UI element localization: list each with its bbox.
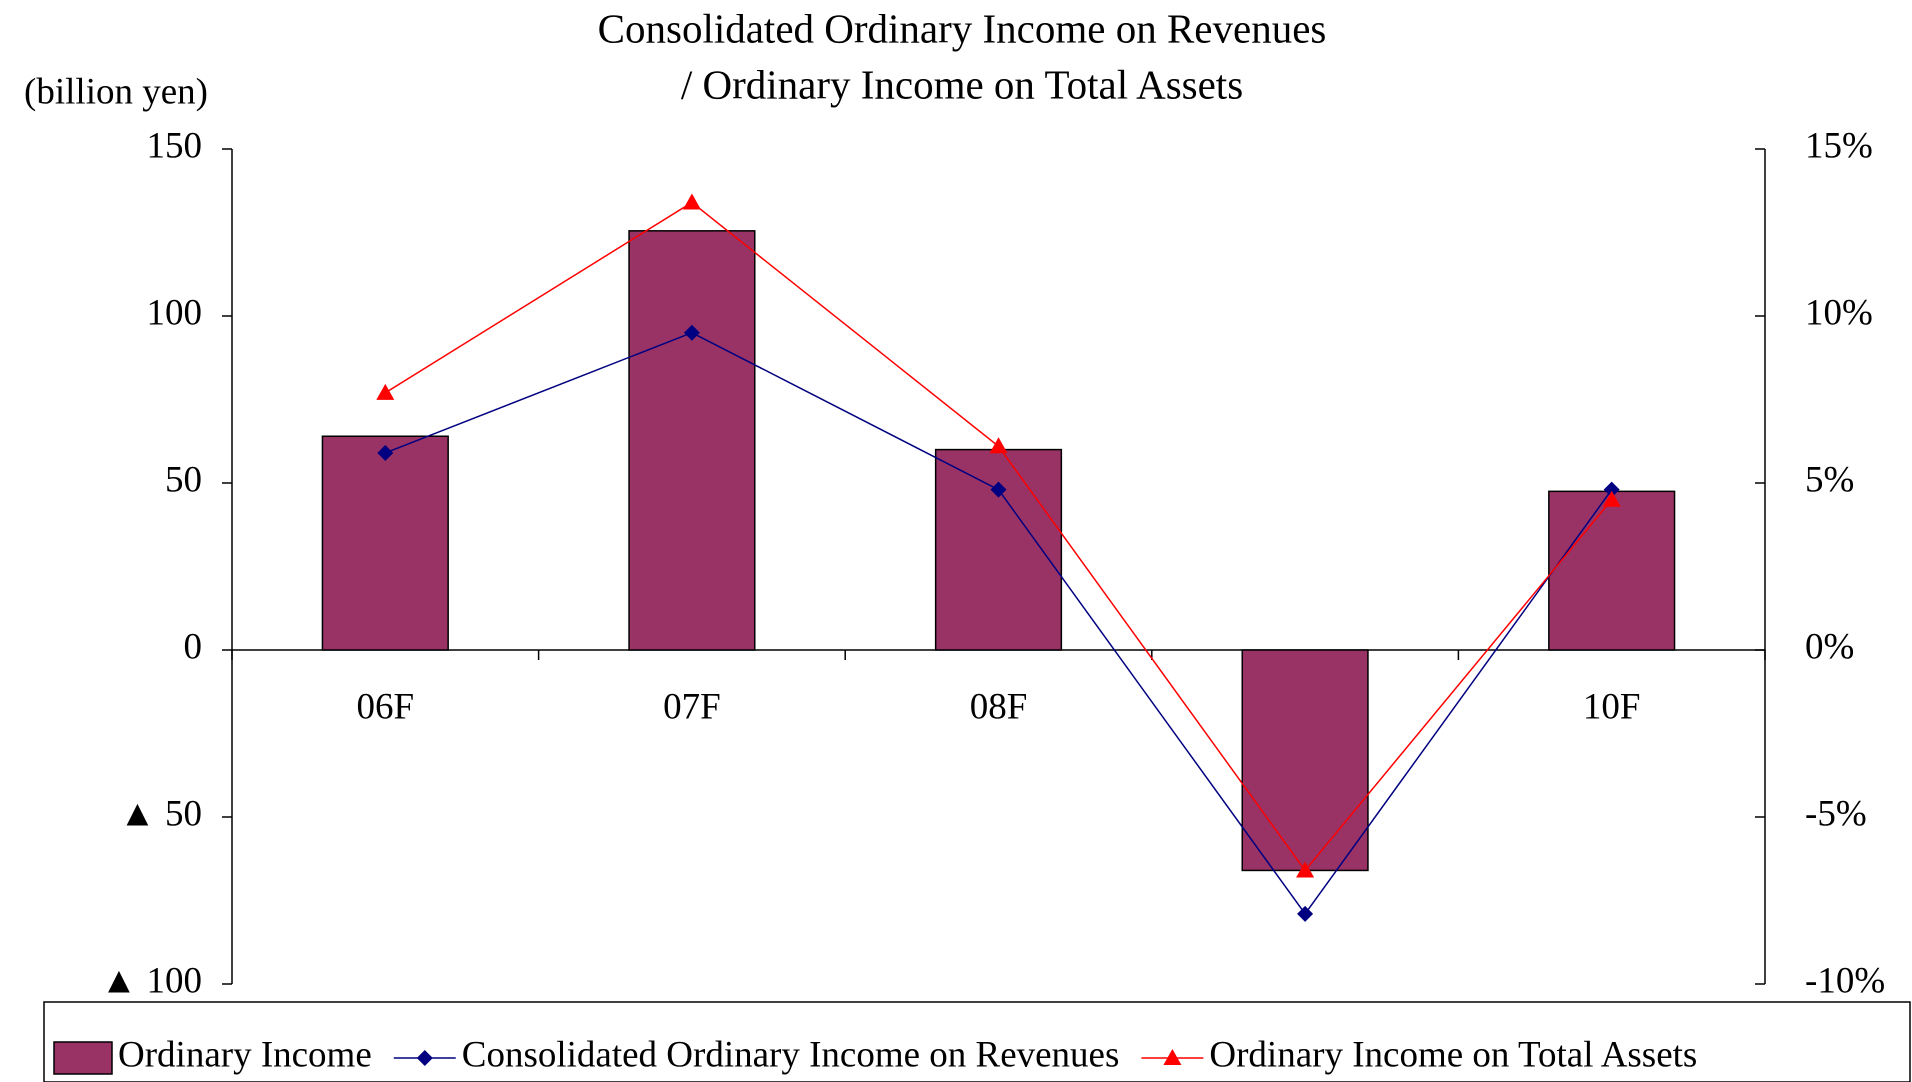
y2-tick-label: 15% — [1805, 125, 1873, 166]
legend-marker — [1163, 1049, 1182, 1065]
chart-title: / Ordinary Income on Total Assets — [681, 61, 1243, 107]
point — [376, 383, 395, 400]
bar — [628, 230, 756, 651]
y-tick-label: ▲ 50 — [119, 793, 202, 834]
point — [1297, 905, 1314, 922]
y2-tick-label: 0% — [1805, 626, 1854, 667]
chart-title: Consolidated Ordinary Income on Revenues — [598, 5, 1327, 51]
x-tick-label: 10F — [1583, 686, 1641, 727]
y2-tick-label: -10% — [1805, 960, 1885, 1001]
point — [1296, 861, 1315, 878]
point — [683, 324, 700, 341]
legend-swatch — [53, 1041, 113, 1075]
bar — [321, 435, 449, 651]
y-axis-label: (billion yen) — [24, 71, 208, 112]
legend-label: Ordinary Income — [118, 1034, 372, 1075]
x-tick-label: 06F — [357, 686, 415, 727]
point — [377, 444, 394, 461]
y-tick-label: 150 — [147, 125, 203, 166]
legend-marker — [416, 1050, 433, 1066]
legend-label: Consolidated Ordinary Income on Revenues — [462, 1034, 1120, 1075]
x-tick-label: 07F — [663, 686, 721, 727]
bar — [1548, 490, 1676, 651]
legend-box — [43, 1001, 1911, 1082]
y-tick-label: 100 — [147, 292, 203, 333]
bar — [1241, 649, 1369, 872]
legend-label: Ordinary Income on Total Assets — [1209, 1034, 1697, 1075]
y2-tick-label: 10% — [1805, 292, 1873, 333]
point — [1602, 490, 1621, 507]
y2-tick-label: -5% — [1805, 793, 1867, 834]
point — [1603, 481, 1620, 498]
y-tick-label: 50 — [165, 459, 202, 500]
y2-tick-label: 5% — [1805, 459, 1854, 500]
y-tick-label: 0 — [184, 626, 203, 667]
point — [990, 481, 1007, 498]
x-tick-label: 08F — [970, 686, 1028, 727]
point — [682, 193, 701, 210]
y-tick-label: ▲ 100 — [101, 960, 202, 1001]
point — [989, 437, 1008, 454]
